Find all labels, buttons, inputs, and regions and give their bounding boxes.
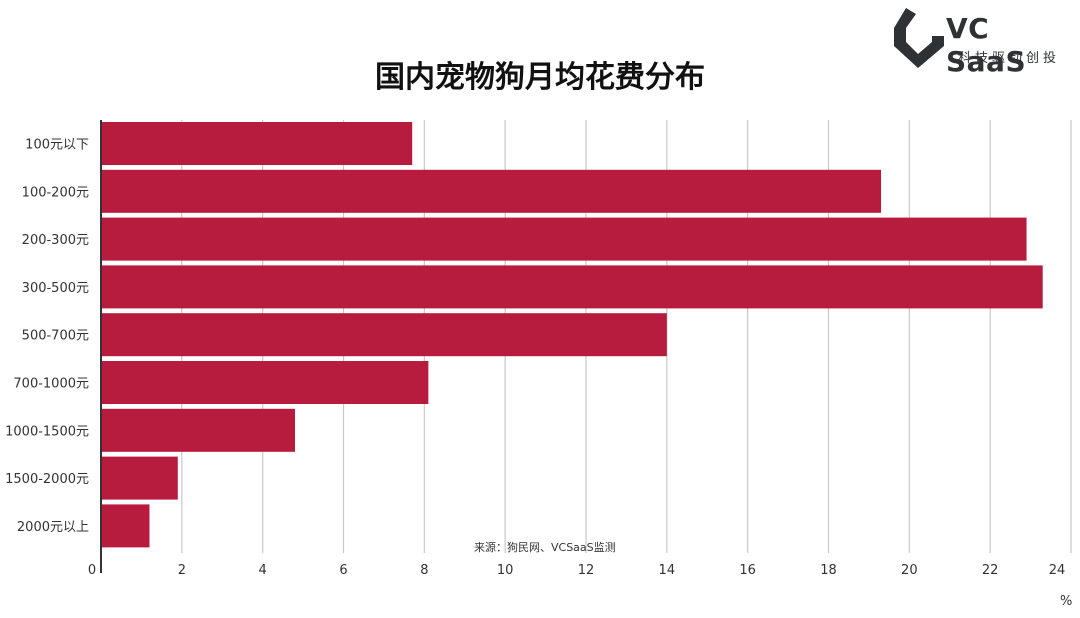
bar [101,217,1027,261]
category-label: 1000-1500元 [5,424,89,439]
category-label: 200-300元 [22,233,89,248]
category-label: 100元以下 [25,138,89,153]
x-tick-label: 18 [820,563,837,578]
category-label: 100-200元 [22,185,89,200]
category-label: 2000元以上 [17,520,89,535]
category-labels: 100元以下 100-200元 200-300元 300-500元 500-700元 70… [5,138,89,535]
bars [101,122,1043,548]
bar [101,313,667,357]
bar [101,361,429,404]
logo-tagline: 科技驱动创投 [958,51,1061,66]
bar [101,122,413,165]
x-tick-label: 20 [901,563,918,578]
category-label: 1500-2000元 [5,472,89,487]
logo-name: VC SaaS [946,12,1027,78]
category-label: 700-1000元 [13,377,89,392]
vcsaas-logo-icon [894,8,944,68]
x-tick-label: 12 [578,563,595,578]
x-tick-label: 24 [1049,563,1066,578]
bar [101,456,178,500]
x-tick-label: 10 [497,563,514,578]
x-tick-labels: 0 2 4 6 8 10 12 14 16 18 20 22 24 [88,563,1065,578]
bar [101,504,150,548]
bar [101,265,1043,309]
chart-title: 国内宠物狗月均花费分布 [375,60,705,95]
x-unit-label: % [1060,594,1073,609]
category-label: 500-700元 [22,329,89,344]
brand-logo: VC SaaS 科技驱动创投 [892,6,1072,78]
bar [101,169,882,213]
category-label: 300-500元 [22,281,89,296]
bar [101,408,295,452]
x-tick-label: 4 [259,563,267,578]
x-tick-label: 6 [339,563,347,578]
x-tick-label: 2 [178,563,186,578]
x-tick-label: 22 [982,563,999,578]
x-tick-label: 14 [659,563,676,578]
x-tick-label: 0 [88,563,96,578]
x-tick-label: 8 [420,563,428,578]
x-tick-label: 16 [739,563,756,578]
source-note: 来源：狗民网、VCSaaS监测 [474,541,616,554]
